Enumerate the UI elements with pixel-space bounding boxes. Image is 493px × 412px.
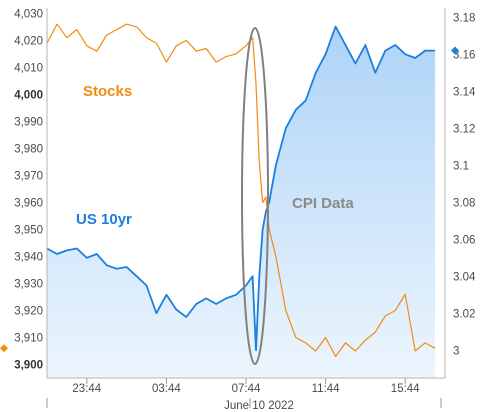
right-tick-label: 3.08 (453, 197, 475, 209)
us10yr-line (46, 25, 436, 352)
left-tick-label: 3,900 (14, 359, 43, 371)
stocks-series-label: Stocks (83, 83, 132, 100)
x-tick-label: 15:44 (391, 383, 420, 395)
x-tick-label: 07:44 (232, 383, 261, 395)
right-tick-label: 3.06 (453, 234, 475, 246)
plot-area (46, 23, 436, 378)
x-tick-label: 11:44 (312, 383, 341, 395)
right-tick-label: 3.04 (453, 271, 476, 283)
stocks-axis-marker (0, 344, 8, 353)
x-tick-label: 03:44 (152, 383, 181, 395)
left-tick-label: 3,930 (14, 278, 43, 290)
us10yr-area (47, 26, 436, 378)
right-tick-label: 3.02 (453, 308, 475, 320)
right-tick-label: 3.18 (453, 12, 475, 24)
left-tick-label: 4,010 (14, 62, 43, 74)
right-tick-label: 3.16 (453, 49, 475, 61)
us10yr-axis-marker (451, 46, 459, 55)
left-tick-label: 3,960 (14, 197, 43, 209)
left-tick-label: 3,950 (14, 224, 43, 236)
left-tick-label: 4,030 (14, 8, 43, 20)
right-tick-label: 3.12 (453, 123, 475, 135)
stocks-line (46, 23, 436, 357)
cpi-highlight-ellipse (241, 27, 269, 365)
left-tick-label: 3,910 (14, 332, 43, 344)
left-tick-label: 3,980 (14, 143, 43, 155)
left-tick-label: 3,990 (14, 116, 43, 128)
axes: 3,900 3,910 3,920 3,930 3,940 3,950 3,960 3,970… (0, 8, 476, 408)
left-tick-label: 3,920 (14, 305, 43, 317)
left-tick-label: 4,020 (14, 35, 43, 47)
x-axis-date-label: June 10 2022 (224, 400, 294, 412)
left-tick-label: 4,000 (14, 89, 43, 101)
right-tick-label: 3 (453, 345, 459, 357)
right-tick-label: 3.14 (453, 86, 476, 98)
right-tick-label: 3.1 (453, 160, 469, 172)
left-tick-label: 3,970 (14, 170, 43, 182)
x-tick-label: 23:44 (72, 383, 101, 395)
cpi-data-annotation: CPI Data (292, 195, 354, 212)
us10yr-series-label: US 10yr (76, 211, 132, 228)
left-tick-label: 3,940 (14, 251, 43, 263)
